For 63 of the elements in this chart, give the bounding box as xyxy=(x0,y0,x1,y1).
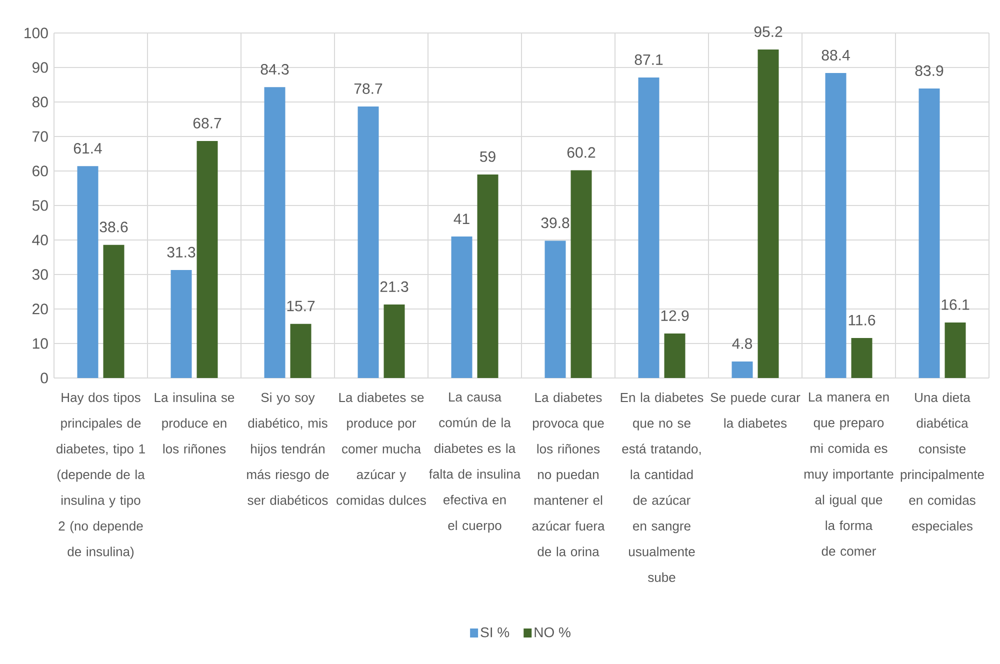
y-tick-label: 70 xyxy=(32,131,48,142)
bar xyxy=(358,106,379,378)
bar xyxy=(477,174,498,378)
category-label: Una dieta diabética consiste principalmente en comidas especiales xyxy=(900,392,984,534)
bar xyxy=(544,240,566,378)
bar xyxy=(264,87,286,378)
y-tick-label: 10 xyxy=(32,338,48,349)
data-label: 68.7 xyxy=(193,118,222,128)
bar xyxy=(732,361,753,378)
bar xyxy=(77,166,98,378)
data-label: 21.3 xyxy=(380,281,408,292)
bar xyxy=(664,333,686,378)
bar xyxy=(758,50,779,378)
bar xyxy=(638,78,660,378)
data-label: 11.6 xyxy=(848,314,876,326)
y-tick-label: 100 xyxy=(24,28,48,38)
category-label: La causa común de la diabetes es la falta de insulina efectiva en el cuerpo xyxy=(429,392,521,533)
x-tick-label: Si yo soy diabético, mis hijos tendrán más riesgo de ser diabéticos xyxy=(247,392,329,505)
y-tick-label: 20 xyxy=(32,304,48,314)
category-label: La diabetes se produce por comer mucha azúcar y comidas dulces xyxy=(336,392,426,505)
data-label: 15.7 xyxy=(287,300,315,312)
data-label: 59 xyxy=(480,151,496,162)
y-tick-label: 30 xyxy=(32,269,48,280)
bar xyxy=(944,322,966,378)
category-label: La diabetes provoca que los riñones no puedan mantener el azúcar fuera de la orina xyxy=(532,392,605,556)
bar xyxy=(170,270,192,378)
y-tick-label: 0 xyxy=(40,372,48,384)
data-label: 60.2 xyxy=(567,147,596,158)
legend-label: SI % xyxy=(480,627,510,638)
y-tick-label: 90 xyxy=(32,62,48,73)
legend-label: NO % xyxy=(534,627,570,638)
data-label: 41 xyxy=(454,214,470,224)
data-label: 16.1 xyxy=(942,299,970,310)
data-label: 88.4 xyxy=(822,50,850,60)
bar xyxy=(451,236,472,378)
y-tick-label: 60 xyxy=(32,166,48,176)
bar xyxy=(570,170,592,378)
data-label: 83.9 xyxy=(915,65,944,76)
bar xyxy=(290,324,312,378)
data-label: 61.4 xyxy=(74,143,102,154)
data-label: 95.2 xyxy=(754,26,782,38)
bar xyxy=(384,304,405,378)
category-label: La manera en que preparo mi comida es muy importante al igual que la forma de comer xyxy=(804,392,894,556)
x-tick-label: Se puede curar la diabetes xyxy=(710,392,800,428)
data-label: 87.1 xyxy=(634,54,663,65)
x-tick-label: Hay dos tipos principales de diabetes, tipo 1 (depende de la insulina y tipo 2 (no depende de insulina) xyxy=(56,392,145,559)
y-tick-label: 40 xyxy=(32,234,48,246)
y-tick-label: 50 xyxy=(32,200,48,211)
bar xyxy=(851,338,872,378)
data-label: 39.8 xyxy=(541,218,570,228)
y-tick-label: 80 xyxy=(32,96,48,108)
category-label: La insulina se produce en los riñones xyxy=(154,392,234,454)
bar xyxy=(918,88,940,378)
data-label: 78.7 xyxy=(354,83,382,94)
bar xyxy=(103,244,124,378)
bar xyxy=(196,140,218,378)
data-label: 4.8 xyxy=(732,338,752,349)
data-label: 12.9 xyxy=(661,310,689,321)
data-label: 84.3 xyxy=(260,64,289,75)
bar xyxy=(825,73,846,378)
data-label: 31.3 xyxy=(167,246,196,258)
category-label: En la diabetes que no se está tratando, la cantidad de azúcar en sangre usualmente sube xyxy=(620,392,704,582)
data-label: 38.6 xyxy=(100,222,128,232)
